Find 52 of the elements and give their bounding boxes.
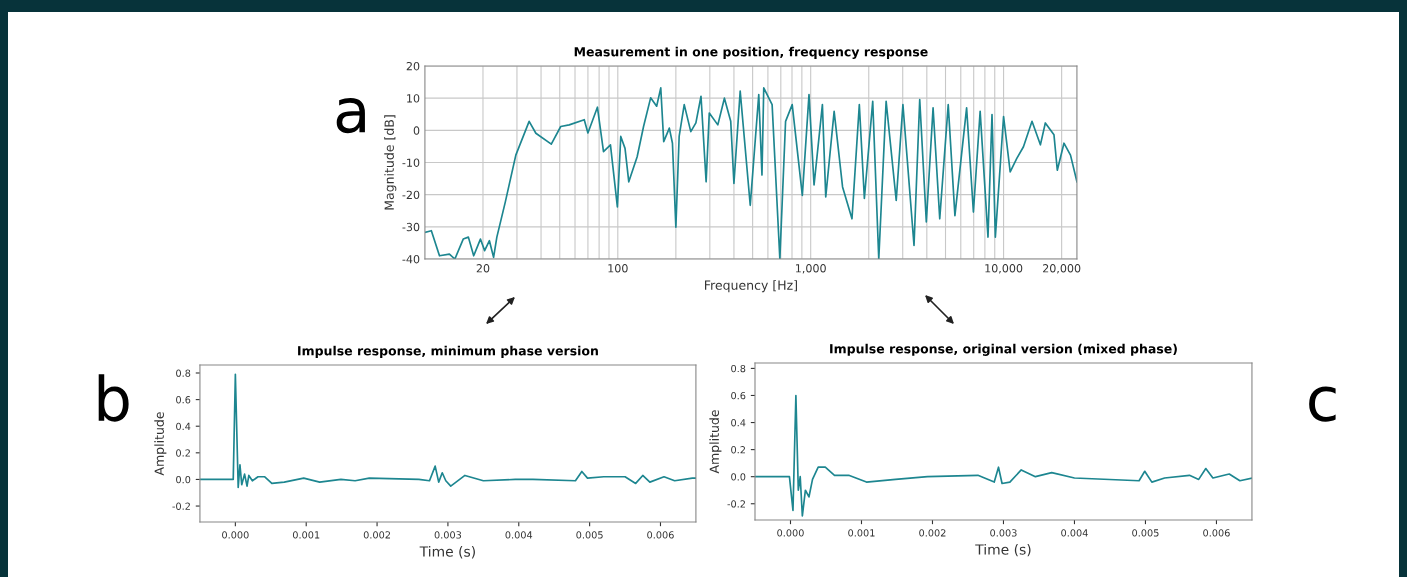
y-tick-label: 0.0 [176,475,191,484]
text: c [1309,386,1336,422]
text: b [98,374,129,422]
x-tick-label: 0.000 [777,529,804,537]
text: a [336,98,365,134]
y-tick-label: 20 [406,61,420,71]
x-tick-label: 0.006 [647,531,674,539]
y-tick-label: 0.6 [731,391,746,400]
chart-title: Impulse response, minimum phase version [298,345,598,358]
y-tick-label: -0.2 [727,500,745,508]
y-tick-label: 10 [407,94,420,103]
x-axis-title: Time (s) [419,546,475,559]
x-tick-label: 0.001 [848,529,875,537]
x-tick-label: 0.003 [990,529,1017,537]
x-tick-label: 0.006 [1203,529,1230,537]
x-tick-label: 0.004 [1061,529,1088,537]
y-tick-label: -0.2 [172,502,190,510]
y-tick-label: 0.8 [731,364,746,373]
x-tick-label: 0.000 [222,531,249,539]
x-tick-label: 0.002 [919,529,946,537]
y-tick-label: -40 [402,254,420,264]
y-axis-title: Amplitude [709,410,722,474]
x-tick-label: 0.002 [363,531,391,539]
y-axis-title: Amplitude [154,412,167,476]
y-tick-label: -20 [402,190,420,200]
x-tick-label: 0.005 [576,531,603,539]
x-tick-label: 100 [608,264,628,273]
x-tick-label: 20,000 [1043,264,1081,274]
x-tick-label: 0.001 [292,531,320,539]
chart-title: Measurement in one position, frequency response [574,46,928,59]
y-axis-title: Magnitude [dB] [384,115,397,210]
x-tick-label: 20 [476,264,490,273]
x-tick-label: 10,000 [985,264,1023,274]
x-tick-label: 0.004 [505,531,533,539]
y-tick-label: -30 [402,222,420,232]
line-series [755,394,1252,517]
chart-title: Impulse response, original version (mixed phase) [830,343,1177,356]
y-tick-label: 0.8 [176,369,191,377]
x-tick-label: 0.003 [434,531,462,539]
x-axis-title: Time (s) [975,543,1031,557]
x-axis-title: Frequency [Hz] [705,280,797,293]
y-tick-label: 0.0 [731,473,746,481]
y-tick-label: -10 [402,158,420,167]
y-tick-label: 0.2 [731,446,745,454]
y-tick-label: 0.4 [731,419,746,427]
y-tick-label: 0 [413,126,420,135]
y-tick-label: 0.6 [176,396,191,404]
y-tick-label: 0.4 [176,422,191,431]
x-tick-label: 0.005 [1132,529,1159,537]
x-tick-label: 1,000 [796,264,826,274]
line-series [199,373,696,489]
y-tick-label: 0.2 [176,449,190,457]
